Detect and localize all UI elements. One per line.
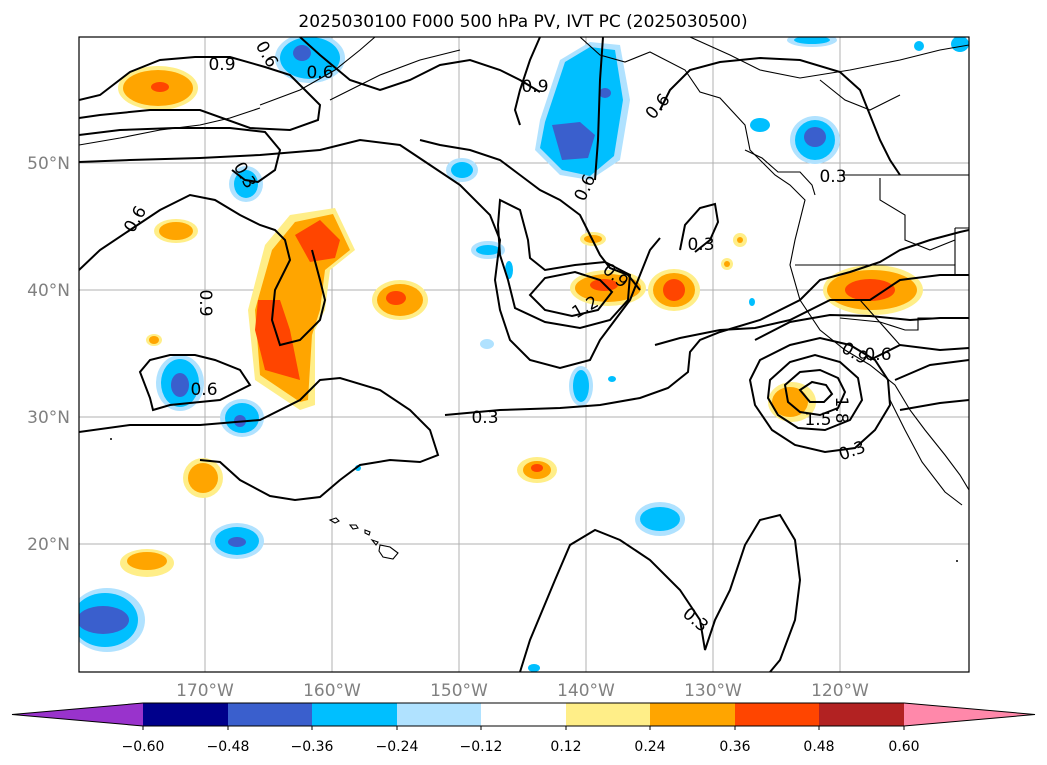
colorbar-segment xyxy=(566,703,650,726)
contour-label: 0.6 xyxy=(642,90,675,124)
lat-axis-labels: 50°N 40°N 30°N 20°N xyxy=(27,154,70,555)
lat-label: 50°N xyxy=(27,154,70,174)
colorbar-segment xyxy=(650,703,735,726)
contour-label: 0.3 xyxy=(678,604,712,637)
colorbar-tick-label: −0.12 xyxy=(460,739,503,755)
contour-label: 0.6 xyxy=(306,63,333,83)
colorbar-segment xyxy=(481,703,566,726)
colorbar-extend-min xyxy=(12,703,143,726)
contour-label: 0.3 xyxy=(819,167,846,187)
colorbar-segment xyxy=(397,703,481,726)
lon-axis-labels: 170°W 160°W 150°W 140°W 130°W 120°W xyxy=(176,681,869,701)
map-title: 2025030100 F000 500 hPa PV, IVT PC (2025… xyxy=(298,12,747,32)
lat-label: 30°N xyxy=(27,408,70,428)
colorbar-tick-label: 0.60 xyxy=(888,739,919,755)
colorbar-segment xyxy=(312,703,397,726)
contour-label: 0.6 xyxy=(864,345,891,365)
colorbar-tick-label: −0.36 xyxy=(291,739,334,755)
lat-label: 20°N xyxy=(27,535,70,555)
lon-label: 150°W xyxy=(430,681,488,701)
contour-label: 0.6 xyxy=(120,203,151,236)
contour-label: 0.9 xyxy=(521,77,548,97)
colorbar-tick-label: 0.24 xyxy=(634,739,665,755)
lon-label: 120°W xyxy=(811,681,869,701)
colorbar-tick-label: −0.60 xyxy=(122,739,165,755)
lon-label: 160°W xyxy=(303,681,361,701)
contour-label: 1.5 xyxy=(804,410,831,430)
colorbar-tick-label: 0.36 xyxy=(719,739,750,755)
lon-label: 130°W xyxy=(684,681,742,701)
pv-contours xyxy=(79,37,969,672)
colorbar-segment xyxy=(228,703,312,726)
lon-label: 140°W xyxy=(557,681,615,701)
colorbar-tick-label: 0.48 xyxy=(803,739,834,755)
lat-label: 40°N xyxy=(27,281,70,301)
colorbar-tick-label: 0.12 xyxy=(550,739,581,755)
contour-label: 0.6 xyxy=(190,380,217,400)
colorbar: −0.60 −0.48 −0.36 −0.24 −0.12 0.12 0.24 0.36 0.4… xyxy=(11,702,1036,755)
contour-label: 0.9 xyxy=(195,289,215,316)
colorbar-tick-label: −0.48 xyxy=(207,739,250,755)
contour-label: 1.8 xyxy=(831,396,851,423)
colorbar-extend-max xyxy=(904,703,1035,726)
contour-label: 0.3 xyxy=(471,408,498,428)
colorbar-segment xyxy=(143,703,228,726)
colorbar-tick-label: −0.24 xyxy=(376,739,419,755)
map-area: 0.9 0.6 0.9 0.6 0.6 0.9 0.6 0.3 0.9 1.2 … xyxy=(79,37,969,672)
colorbar-segment xyxy=(735,703,819,726)
colorbar-segment xyxy=(819,703,904,726)
contour-label: 0.9 xyxy=(208,55,235,75)
lon-label: 170°W xyxy=(176,681,234,701)
contour-label: 0.3 xyxy=(687,235,714,255)
map-frame xyxy=(78,36,970,673)
